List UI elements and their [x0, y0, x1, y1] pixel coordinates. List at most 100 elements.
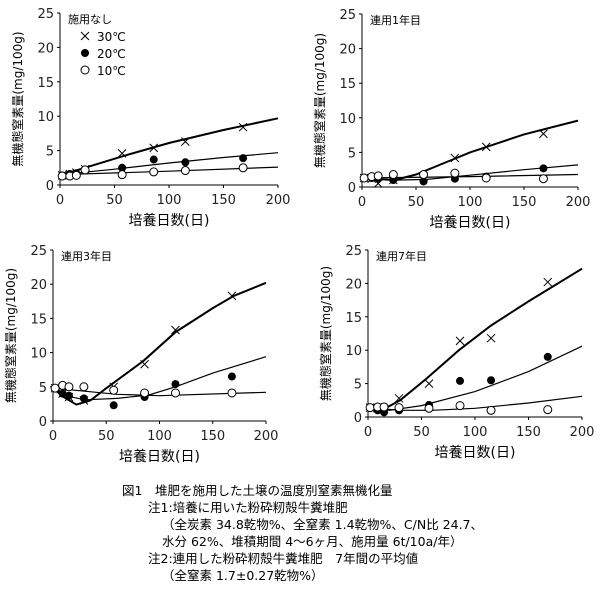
- marker-filled-circle: [79, 394, 88, 403]
- panel-title: 連用7年目: [376, 249, 427, 263]
- panel-title: 連用3年目: [61, 249, 112, 263]
- marker-open-circle: [424, 403, 434, 413]
- marker-open-circle: [117, 170, 127, 180]
- y-tick-label: 5: [39, 381, 47, 396]
- panel-title: 施用なし: [68, 13, 112, 26]
- y-tick-label: 25: [30, 244, 47, 259]
- x-tick-label: 0: [358, 195, 366, 210]
- x-tick-label: 50: [106, 193, 123, 208]
- marker-x: [543, 277, 553, 287]
- marker-open-circle: [140, 388, 150, 398]
- x-tick-label: 100: [147, 429, 172, 444]
- marker-x: [140, 359, 149, 369]
- figure-caption: 図1 堆肥を施用した土壌の温度別窒素無機化量 注1:培養に用いた粉砕籾殻牛糞堆肥…: [122, 482, 483, 584]
- y-tick-label: 15: [345, 311, 362, 326]
- marker-open-circle: [543, 405, 553, 415]
- marker-open-circle: [149, 167, 159, 177]
- fit-curve-10℃: [367, 395, 583, 411]
- x-tick-label: 200: [254, 429, 279, 444]
- marker-open-circle: [365, 403, 375, 413]
- x-tick-label: 100: [157, 193, 182, 208]
- marker-x: [539, 129, 548, 139]
- marker-filled-circle: [543, 352, 552, 361]
- y-tick-label: 10: [37, 110, 54, 125]
- x-tick-label: 100: [458, 195, 483, 210]
- marker-filled-circle: [487, 376, 496, 385]
- marker-x: [394, 393, 404, 403]
- marker-open-circle: [379, 402, 389, 412]
- y-axis-label: 無機態窒素量(mg/100g): [312, 33, 327, 168]
- marker-filled-circle: [539, 164, 548, 173]
- x-tick-label: 0: [49, 429, 57, 444]
- y-tick-label: 20: [37, 41, 54, 56]
- legend-entry: 30℃: [97, 30, 126, 44]
- y-tick-label: 15: [30, 312, 47, 327]
- legend-entry: 10℃: [97, 64, 126, 78]
- marker-open-circle: [455, 401, 465, 411]
- marker-open-circle: [64, 382, 74, 392]
- marker-x: [424, 379, 434, 388]
- marker-open-circle: [109, 385, 119, 395]
- y-axis-label: 無機態窒素量(mg/100g): [10, 31, 25, 166]
- fit-curve-30℃: [52, 281, 267, 406]
- marker-filled-circle: [239, 154, 248, 163]
- x-tick-label: 200: [266, 193, 291, 208]
- marker-filled-circle: [456, 376, 465, 385]
- marker-filled-circle: [64, 391, 73, 400]
- marker-filled-circle: [419, 177, 428, 186]
- x-axis-label: 培養日数(日): [119, 448, 200, 465]
- caption-note2: 注2:連用した粉砕籾殻牛糞堆肥 7年間の平均値: [148, 551, 419, 566]
- caption-note1: 注1:培養に用いた粉砕籾殻牛糞堆肥: [148, 500, 348, 515]
- marker-open-circle: [419, 170, 429, 180]
- x-tick-label: 0: [56, 193, 64, 208]
- marker-x: [481, 142, 491, 152]
- x-tick-label: 50: [98, 429, 115, 444]
- chart-panel-4: 0 5 10 15 20 25 0 50 100 150 200 培養日数(日) 無機態窒素量(mg/1…: [318, 244, 594, 461]
- x-tick-label: 150: [516, 425, 541, 440]
- x-tick-label: 150: [200, 429, 225, 444]
- y-axis-label: 無機態窒素量(mg/100g): [3, 268, 18, 403]
- marker-filled-circle: [81, 49, 89, 57]
- y-tick-label: 15: [37, 76, 54, 91]
- panel-title: 連用1年目: [370, 13, 421, 27]
- y-tick-label: 10: [345, 344, 362, 359]
- y-tick-label: 10: [339, 112, 356, 127]
- marker-filled-circle: [58, 389, 67, 398]
- x-tick-label: 50: [413, 425, 430, 440]
- y-axis-label: 無機態窒素量(mg/100g): [318, 266, 333, 401]
- marker-filled-circle: [181, 158, 190, 167]
- y-tick-label: 5: [348, 146, 356, 161]
- y-tick-label: 25: [37, 7, 54, 22]
- caption-note2-detail: （全窒素 1.7±0.27乾物%）: [162, 568, 324, 583]
- marker-filled-circle: [118, 163, 127, 172]
- marker-filled-circle: [149, 155, 158, 164]
- chart-panel-3: 0 5 10 15 20 25 0 50 100 150 200 培養日数(日) 無機態窒素量(mg/1…: [3, 244, 278, 465]
- x-axis-label: 培養日数(日): [430, 214, 511, 231]
- marker-x: [486, 333, 496, 343]
- y-tick-label: 25: [345, 244, 362, 259]
- marker-open-circle: [80, 165, 90, 175]
- marker-open-circle: [227, 388, 237, 398]
- marker-open-circle: [388, 170, 398, 180]
- y-tick-label: 10: [30, 347, 47, 362]
- marker-x: [171, 325, 180, 335]
- y-tick-label: 15: [339, 77, 356, 92]
- y-tick-label: 0: [46, 179, 54, 194]
- chart-panel-1: 0 5 10 15 20 25 0 50 100 150 200 培養日数(日) 無機態窒素量(mg/1…: [10, 7, 290, 229]
- x-tick-label: 50: [408, 195, 425, 210]
- x-axis-label: 培養日数(日): [129, 212, 210, 229]
- marker-open-circle: [373, 171, 383, 181]
- marker-filled-circle: [227, 372, 236, 381]
- x-tick-label: 0: [364, 425, 372, 440]
- y-tick-label: 0: [348, 181, 356, 196]
- marker-open-circle: [238, 163, 248, 173]
- x-tick-label: 200: [566, 195, 591, 210]
- marker-open-circle: [80, 65, 90, 75]
- marker-x: [450, 153, 460, 163]
- y-tick-label: 5: [46, 145, 54, 160]
- y-tick-label: 0: [354, 411, 362, 426]
- legend-entry: 20℃: [97, 47, 126, 61]
- marker-x: [180, 137, 190, 147]
- marker-open-circle: [79, 382, 89, 392]
